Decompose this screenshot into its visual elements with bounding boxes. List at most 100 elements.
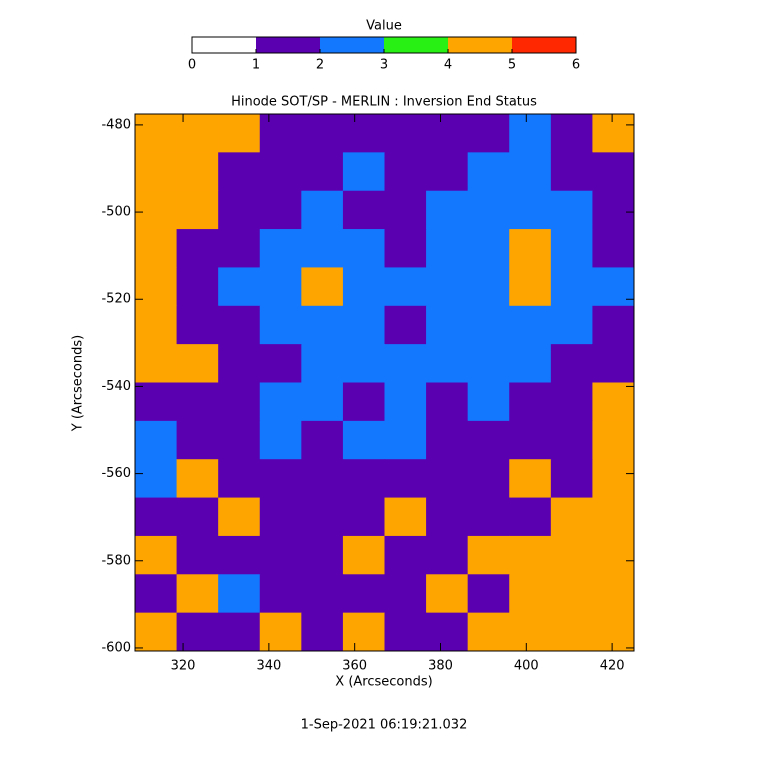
heatmap-cell <box>426 382 469 422</box>
colorbar-label: Value <box>366 19 402 34</box>
heatmap-cell <box>218 229 261 268</box>
heatmap-cell <box>301 190 344 230</box>
heatmap-cell <box>342 344 385 383</box>
heatmap-cell <box>509 382 552 422</box>
colorbar-tick-label: 3 <box>380 58 388 73</box>
colorbar-swatch <box>256 37 320 53</box>
y-tick-label: -500 <box>101 205 131 220</box>
heatmap-cell <box>176 305 219 345</box>
heatmap-cell <box>509 574 552 614</box>
heatmap-cell <box>218 535 261 575</box>
colorbar-tick-label: 5 <box>508 58 516 73</box>
heatmap-cell <box>550 305 593 345</box>
heatmap-cell <box>426 497 469 537</box>
heatmap-cell <box>218 114 261 153</box>
heatmap-cell <box>426 344 469 383</box>
colorbar-tick-label: 0 <box>188 58 196 73</box>
heatmap-cell <box>135 535 178 575</box>
heatmap-cell <box>259 420 302 460</box>
heatmap-cell <box>259 344 302 383</box>
heatmap-cell <box>342 114 385 153</box>
heatmap-cell <box>467 420 510 460</box>
heatmap-cell <box>259 152 302 192</box>
heatmap-cell <box>592 229 635 268</box>
heatmap-cell <box>301 344 344 383</box>
colorbar-swatch <box>320 37 384 53</box>
heatmap-cell <box>342 267 385 307</box>
heatmap-cell <box>550 190 593 230</box>
heatmap-cell <box>176 114 219 153</box>
heatmap-cell <box>218 152 261 192</box>
heatmap-cell <box>342 535 385 575</box>
heatmap-cell <box>176 420 219 460</box>
heatmap-cell <box>135 305 178 345</box>
heatmap-cell <box>550 420 593 460</box>
heatmap-cell <box>259 574 302 614</box>
heatmap-cell <box>426 267 469 307</box>
heatmap-cell <box>218 420 261 460</box>
heatmap-cell <box>301 574 344 614</box>
y-tick-label: -480 <box>101 117 131 132</box>
heatmap-cell <box>218 574 261 614</box>
heatmap-cell <box>218 267 261 307</box>
heatmap-cell <box>426 190 469 230</box>
x-tick-label: 400 <box>514 659 539 674</box>
heatmap-cell <box>384 420 427 460</box>
colorbar-swatch <box>448 37 512 53</box>
heatmap-cell <box>259 229 302 268</box>
heatmap-cell <box>384 574 427 614</box>
heatmap-cell <box>467 114 510 153</box>
heatmap-cell <box>592 305 635 345</box>
heatmap-cell <box>550 382 593 422</box>
heatmap-cell <box>259 612 302 652</box>
heatmap-cell <box>218 190 261 230</box>
heatmap-cell <box>218 305 261 345</box>
heatmap-cell <box>176 382 219 422</box>
heatmap-cell <box>509 229 552 268</box>
heatmap-cell <box>509 267 552 307</box>
heatmap-cell <box>135 459 178 499</box>
heatmap-cell <box>509 344 552 383</box>
x-axis-label: X (Arcseconds) <box>335 675 432 690</box>
x-tick-label: 320 <box>171 659 196 674</box>
heatmap-cell <box>384 382 427 422</box>
heatmap-cell <box>176 459 219 499</box>
heatmap-cell <box>259 114 302 153</box>
heatmap-cell <box>467 535 510 575</box>
heatmap-cell <box>176 344 219 383</box>
heatmap-cell <box>467 497 510 537</box>
heatmap-cell <box>592 497 635 537</box>
heatmap-cell <box>592 190 635 230</box>
heatmap-cell <box>592 574 635 614</box>
heatmap-cell <box>426 229 469 268</box>
heatmap-cell <box>550 535 593 575</box>
chart-title: Hinode SOT/SP - MERLIN : Inversion End S… <box>231 95 537 110</box>
x-tick-label: 380 <box>428 659 453 674</box>
heatmap-cell <box>592 152 635 192</box>
heatmap-cell <box>426 612 469 652</box>
heatmap-cell <box>218 382 261 422</box>
heatmap-cell <box>384 152 427 192</box>
heatmap-cell <box>509 152 552 192</box>
heatmap-cell <box>550 267 593 307</box>
heatmap-cell <box>218 344 261 383</box>
heatmap-cell <box>384 190 427 230</box>
heatmap-cell <box>509 497 552 537</box>
colorbar-swatch <box>512 37 576 53</box>
heatmap-cell <box>301 114 344 153</box>
heatmap-cell <box>426 535 469 575</box>
heatmap-cell <box>550 229 593 268</box>
heatmap-cell <box>426 152 469 192</box>
heatmap-cell <box>176 229 219 268</box>
heatmap-cell <box>259 535 302 575</box>
heatmap-cell <box>342 459 385 499</box>
heatmap-cell <box>301 497 344 537</box>
heatmap-cell <box>342 190 385 230</box>
heatmap-cell <box>550 459 593 499</box>
heatmap-cell <box>467 305 510 345</box>
heatmap-cell <box>509 535 552 575</box>
heatmap-cell <box>426 114 469 153</box>
heatmap-cell <box>301 152 344 192</box>
heatmap-cell <box>342 382 385 422</box>
heatmap-cell <box>384 229 427 268</box>
